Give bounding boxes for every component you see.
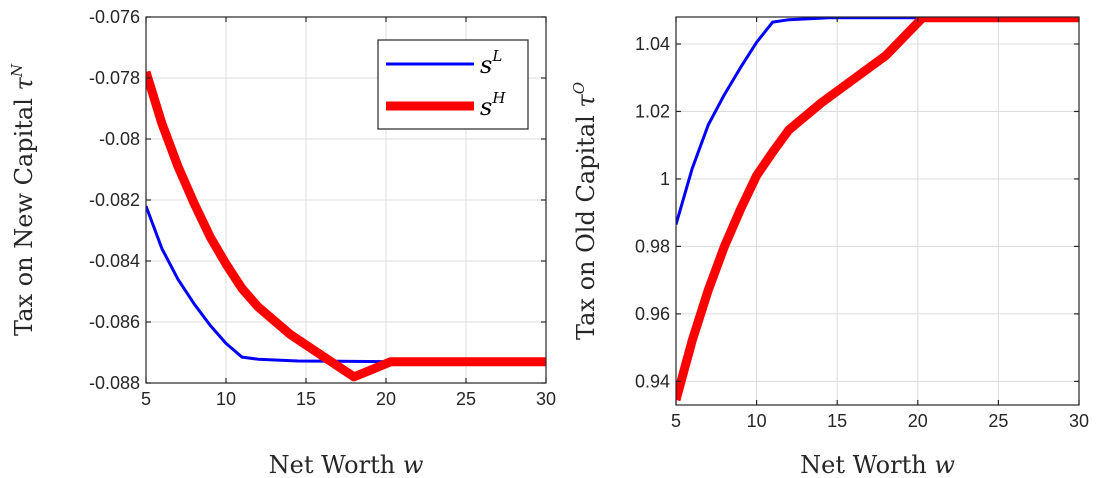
x-tick-label: 10 xyxy=(747,411,767,431)
x-axis-label: Net Worth w xyxy=(800,451,955,478)
series-line-thin xyxy=(146,205,546,364)
chart-tax-old-capital: 5 10 15 20 25 30 0.94 0.96 0.98 1 1.02 1.04 Net Wort… xyxy=(570,16,1089,478)
y-tick-label: 0.94 xyxy=(635,371,670,391)
legend-entry: sH xyxy=(480,89,506,121)
series-line-thin xyxy=(676,17,1079,225)
x-tick-label: 10 xyxy=(216,389,236,409)
x-tick-label: 20 xyxy=(376,389,396,409)
x-tick-label: 5 xyxy=(141,389,151,409)
x-tick-label: 5 xyxy=(671,411,681,431)
y-axis-label: Tax on New Capital τN xyxy=(8,63,38,336)
x-tick-label: 30 xyxy=(536,389,556,409)
y-tick-label: -0.076 xyxy=(89,7,140,27)
y-tick-label: -0.08 xyxy=(99,129,140,149)
y-axis-label: Tax on Old Capital τO xyxy=(570,82,600,340)
x-tick-label: 25 xyxy=(988,411,1008,431)
y-tick-label: 0.98 xyxy=(635,236,670,256)
series-line-thick xyxy=(676,17,1079,402)
legend: sL sH xyxy=(377,39,529,130)
y-tick-label: -0.084 xyxy=(89,251,140,271)
chart-tax-new-capital: 5 10 15 20 25 30 -0.088 -0.086 -0.084 -0.082 -0.08… xyxy=(8,7,556,478)
y-tick-label: 1 xyxy=(660,169,670,189)
y-tick-label: 1.02 xyxy=(635,101,670,121)
y-tick-label: 1.04 xyxy=(635,34,670,54)
x-tick-label: 30 xyxy=(1069,411,1089,431)
legend-box xyxy=(377,39,529,130)
axes-frame xyxy=(675,16,1080,406)
y-tick-label: -0.088 xyxy=(89,373,140,393)
x-axis-label: Net Worth w xyxy=(269,451,424,478)
x-tick-label: 25 xyxy=(456,389,476,409)
y-tick-label: -0.086 xyxy=(89,312,140,332)
x-tick-label: 15 xyxy=(296,389,316,409)
x-tick-label: 15 xyxy=(827,411,847,431)
series-line-thick xyxy=(146,70,546,382)
y-tick-label: 0.96 xyxy=(635,304,670,324)
x-tick-label: 20 xyxy=(908,411,928,431)
legend-entry: sL xyxy=(480,47,502,79)
y-tick-label: -0.082 xyxy=(89,190,140,210)
y-tick-label: -0.078 xyxy=(89,68,140,88)
